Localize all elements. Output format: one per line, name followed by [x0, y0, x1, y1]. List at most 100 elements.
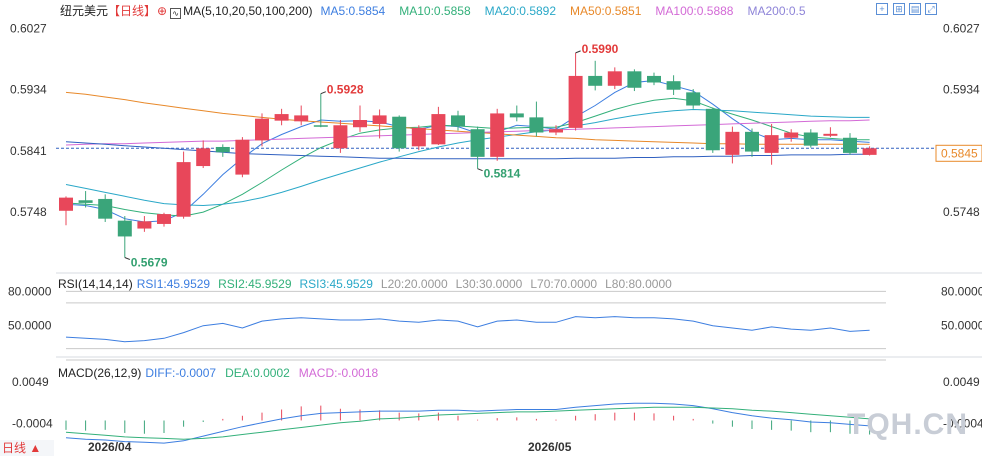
candle-body: [666, 81, 681, 90]
candle-body: [529, 117, 544, 133]
candle-body: [333, 125, 348, 149]
candle-body: [157, 214, 171, 224]
rsi-tick-left: 50.0000: [8, 319, 52, 333]
candle-body: [470, 129, 485, 157]
candle-body: [235, 139, 250, 175]
x-axis-label: 2026/05: [528, 440, 572, 454]
candle-body: [274, 114, 289, 121]
candle-body: [411, 127, 426, 147]
candle-body: [78, 200, 93, 203]
candle-body: [353, 120, 367, 128]
candles: [59, 52, 877, 258]
candle-body: [509, 113, 524, 118]
candle-body: [745, 131, 759, 152]
ma-value-2: MA20:0.5892: [484, 4, 557, 18]
annotation-high_a: 0.5928: [327, 83, 364, 97]
rsi-tick-left: 80.0000: [8, 284, 52, 298]
rsi-value-1: RSI2:45.9529: [218, 277, 292, 291]
price-tick-right: 0.6027: [943, 22, 980, 36]
price-tick-left: 0.5934: [10, 83, 47, 97]
candle-body: [764, 135, 779, 153]
ma-value-4: MA100:0.5888: [655, 4, 734, 18]
macd-tick-right: -0.0004: [943, 417, 982, 431]
candle-body: [431, 114, 446, 145]
current-price-label: 0.5845: [941, 146, 978, 160]
rsi-value-6: L80:80.0000: [605, 277, 672, 291]
annotations: 0.5928 0.5990 0.5679 0.5814: [124, 42, 619, 270]
rsi-tick-right: 80.0000: [941, 284, 982, 298]
macd-diff-line: [65, 402, 870, 444]
candle-body: [607, 71, 622, 86]
candle-body: [823, 133, 838, 136]
candle-body: [98, 198, 113, 219]
candle-body: [137, 221, 152, 229]
candle-body: [392, 116, 407, 149]
ma100-line: [65, 119, 870, 146]
period-switcher[interactable]: 日线 ▲: [0, 440, 54, 456]
candle-body: [549, 129, 563, 133]
price-tick-right: 0.5934: [943, 83, 980, 97]
candle-body: [117, 220, 132, 237]
candle-body: [313, 125, 328, 127]
rsi-values: RSI1:45.9529 RSI2:45.9529 RSI3:45.9529 L20:…: [137, 277, 680, 291]
macd-dea-line: [65, 406, 870, 440]
rsi-label: RSI(14,14,14): [58, 277, 133, 291]
macd-tick-right: 0.0049: [943, 375, 980, 389]
rsi-value-0: RSI1:45.9529: [136, 277, 211, 291]
chart-header: 纽元美元【日线】⊕ ∿ MA(5,10,20,50,100,200) MA5:0.58…: [60, 4, 820, 19]
ma-label: MA(5,10,20,50,100,200): [183, 4, 313, 18]
rsi-header: RSI(14,14,14) RSI1:45.9529 RSI2:45.9529 RSI…: [58, 277, 680, 291]
price-tick-right: 0.5748: [943, 205, 980, 219]
symbol-name: 纽元美元: [60, 4, 109, 18]
layout-icon[interactable]: ▤: [909, 3, 921, 15]
ma20-line: [65, 108, 870, 207]
rsi-tick-right: 50.0000: [941, 319, 982, 333]
macd-tick-left: -0.0004: [12, 417, 53, 431]
ma-value-0: MA5:0.5854: [320, 4, 386, 18]
candle-body: [862, 148, 877, 155]
ma5-line: [65, 79, 870, 223]
candle-body: [725, 131, 740, 155]
candle-body: [451, 115, 465, 127]
annotation-pointer: [320, 91, 326, 95]
rsi-value-2: RSI3:45.9529: [299, 277, 373, 291]
fullscreen-icon[interactable]: ⤢: [925, 3, 937, 15]
candle-body: [490, 113, 505, 157]
candle-body: [647, 75, 661, 83]
macd-value-1: DEA:0.0002: [225, 366, 290, 380]
site-watermark: TQH.CN: [847, 408, 968, 441]
period-tag[interactable]: 【日线】: [108, 4, 157, 18]
candle-body: [705, 108, 720, 151]
zoom-icon[interactable]: ⊞: [893, 3, 905, 15]
candle-body: [627, 71, 642, 88]
settings-gear-icon[interactable]: ⊕: [157, 4, 168, 18]
annotation-low_b: 0.5814: [484, 167, 521, 181]
price-tick-left: 0.6027: [10, 22, 47, 36]
candle-body: [568, 75, 583, 128]
rsi-value-4: L30:30.0000: [455, 277, 523, 291]
macd-tick-left: 0.0049: [12, 375, 49, 389]
price-tick-left: 0.5748: [10, 205, 47, 219]
ma-indicator-icon[interactable]: ∿: [170, 8, 182, 19]
ma-values: MA5:0.5854 MA10:0.5858 MA20:0.5892 MA50:0.5…: [321, 4, 820, 18]
candle-body: [255, 118, 269, 141]
rsi-panel: 80.0000 80.0000 50.0000 50.0000: [8, 284, 982, 361]
candle-body: [294, 115, 309, 122]
annotation-pointer: [477, 168, 483, 172]
ma-lines: [65, 79, 870, 223]
candle-body: [803, 132, 818, 146]
price-axis: 0.60270.60270.59340.59340.58410.58410.57…: [10, 22, 982, 219]
annotation-high_b: 0.5990: [582, 42, 619, 56]
rsi-value-5: L70:70.0000: [530, 277, 598, 291]
candle-body: [176, 162, 191, 217]
macd-value-2: MACD:-0.0018: [298, 366, 379, 380]
x-axis: 2026/04 2026/05: [88, 440, 572, 454]
candle-body: [686, 92, 701, 106]
candle-body: [215, 146, 230, 153]
ma-value-1: MA10:0.5858: [399, 4, 471, 18]
macd-label: MACD(26,12,9): [58, 366, 142, 380]
crosshair-icon[interactable]: +: [876, 3, 888, 15]
annotation-pointer: [575, 50, 581, 54]
